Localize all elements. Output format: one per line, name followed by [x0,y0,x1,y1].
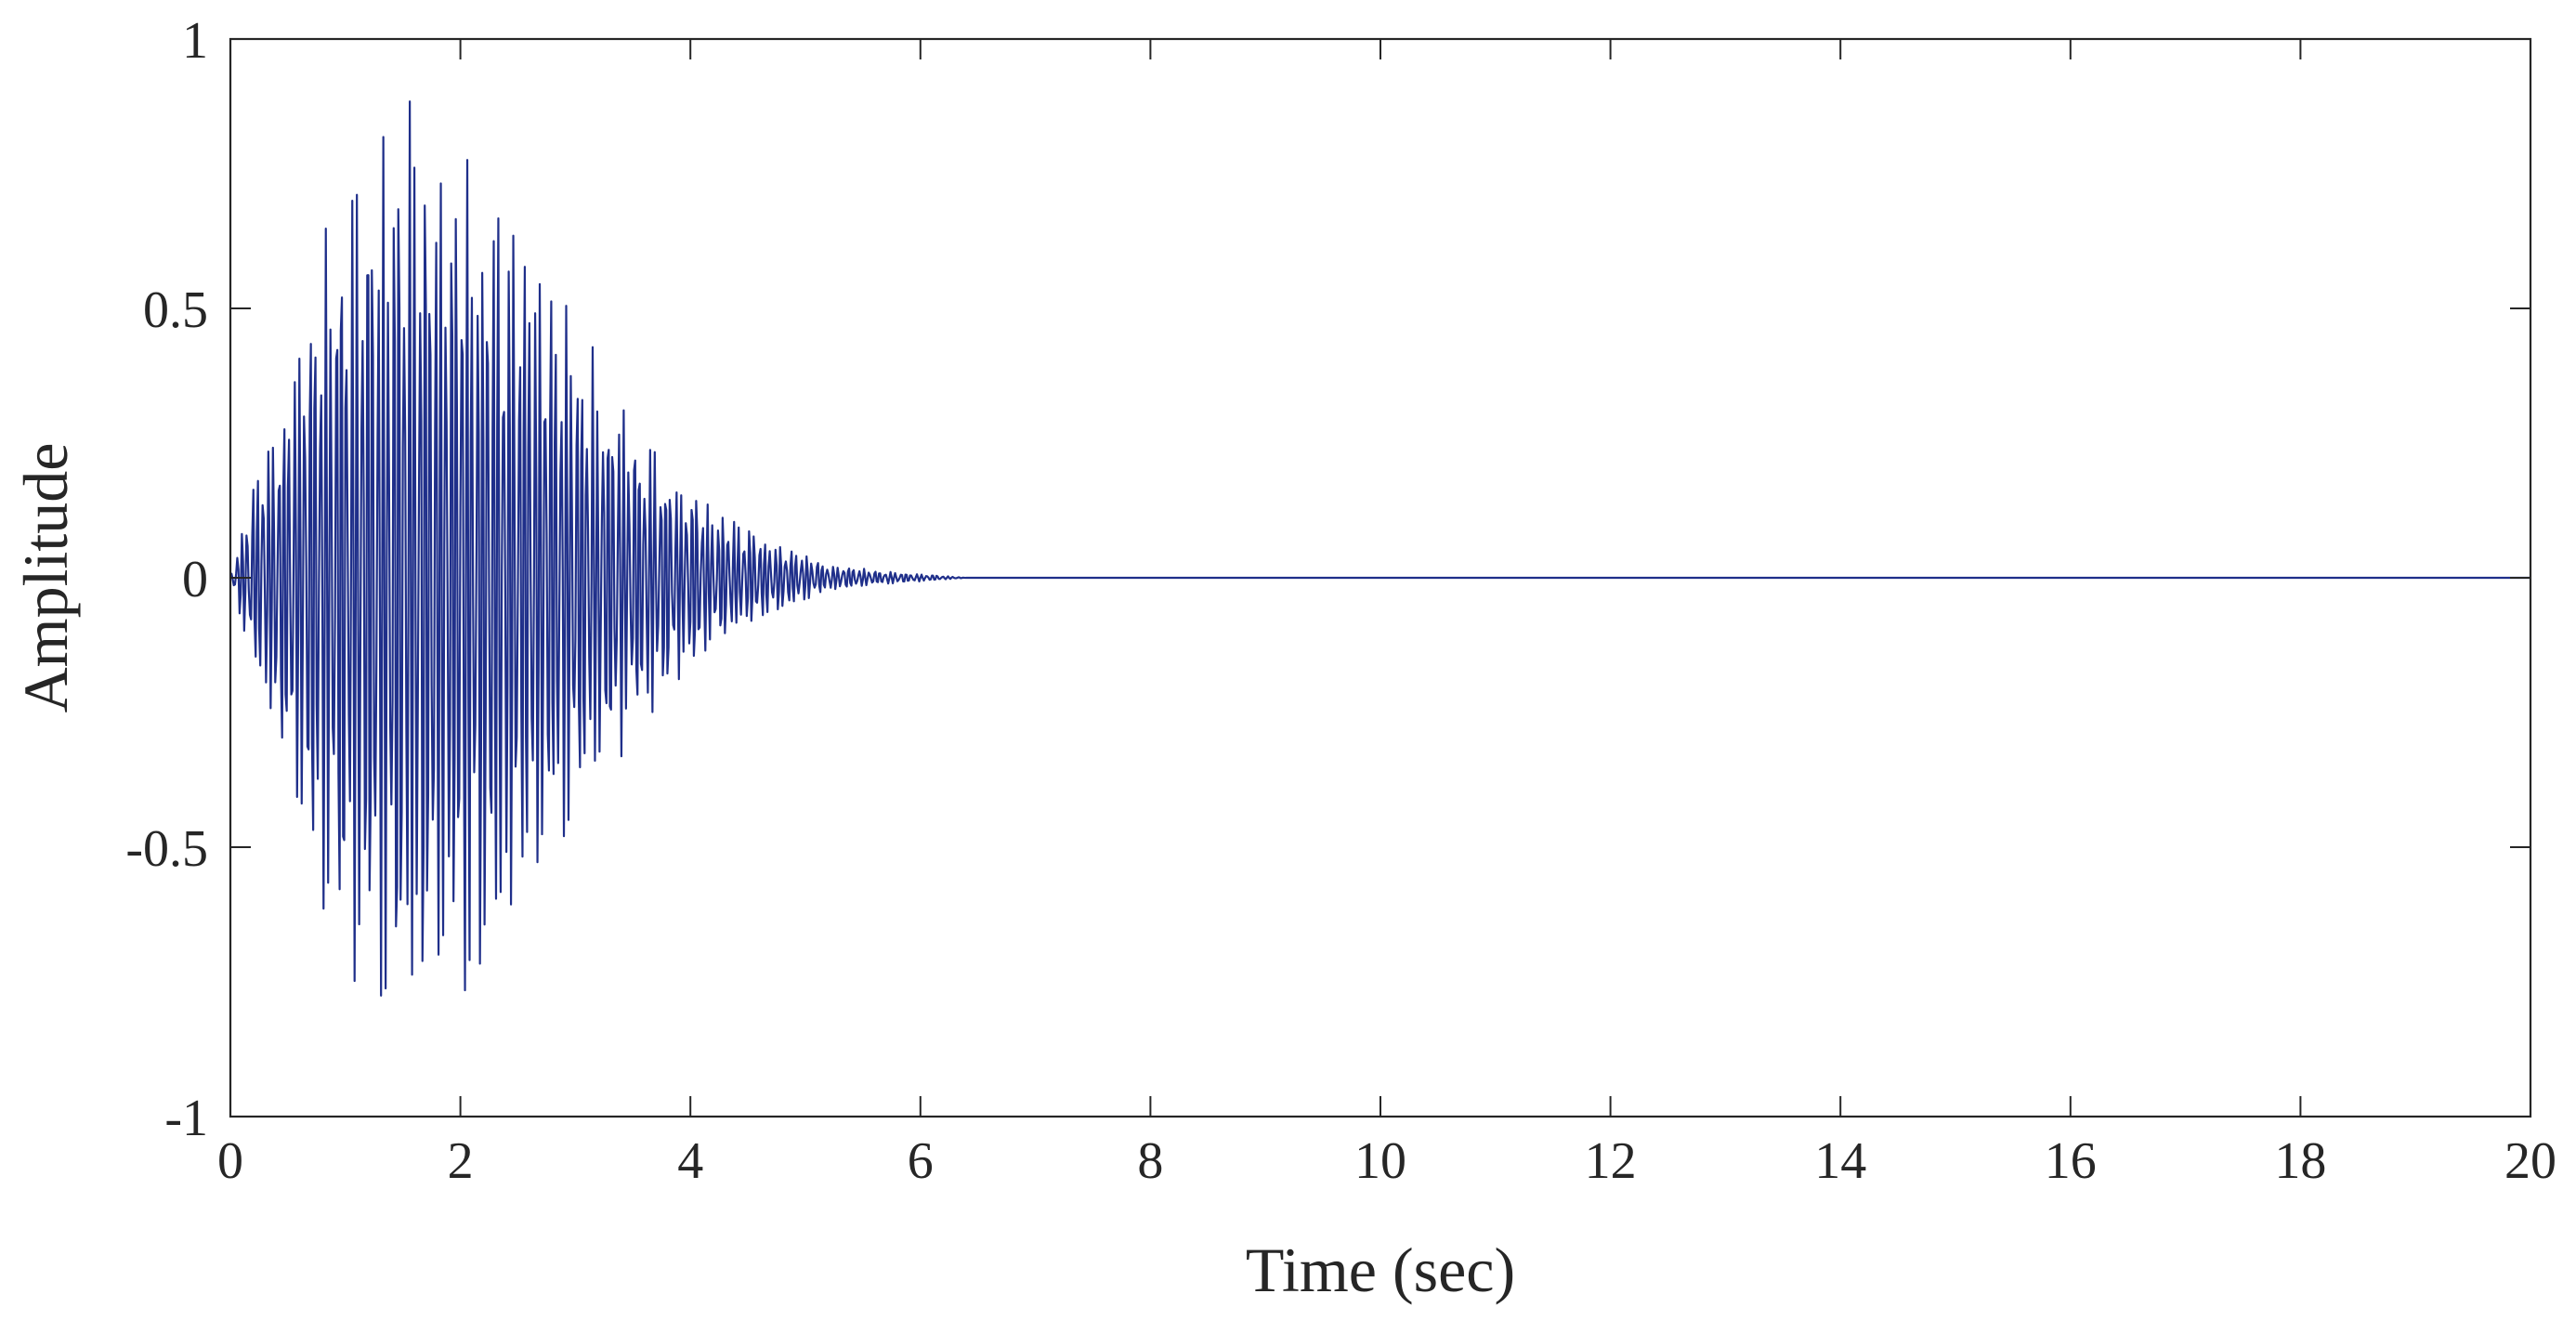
plot-frame [229,37,2532,1118]
x-tick-label: 16 [2045,1132,2097,1190]
x-tick-label: 12 [1585,1132,1637,1190]
y-tick-label: 0 [182,551,208,608]
signal-trace [230,100,2530,997]
x-tick-label: 6 [908,1132,934,1190]
x-tick-label: 18 [2274,1132,2326,1190]
x-tick-label: 4 [677,1132,703,1190]
x-axis-title: Time (sec) [1246,1235,1515,1305]
x-tick-label: 0 [217,1132,243,1190]
x-tick-label: 8 [1137,1132,1163,1190]
x-tick-label: 2 [448,1132,474,1190]
y-tick-label: 0.5 [143,281,208,339]
y-tick-label: 1 [182,12,208,70]
y-tick-label: -0.5 [125,820,208,878]
x-tick-label: 10 [1354,1132,1406,1190]
x-tick-label: 20 [2504,1132,2556,1190]
y-tick-label: -1 [164,1090,208,1147]
y-axis-title: Amplitude [10,443,81,713]
x-tick-label: 14 [1814,1132,1866,1190]
